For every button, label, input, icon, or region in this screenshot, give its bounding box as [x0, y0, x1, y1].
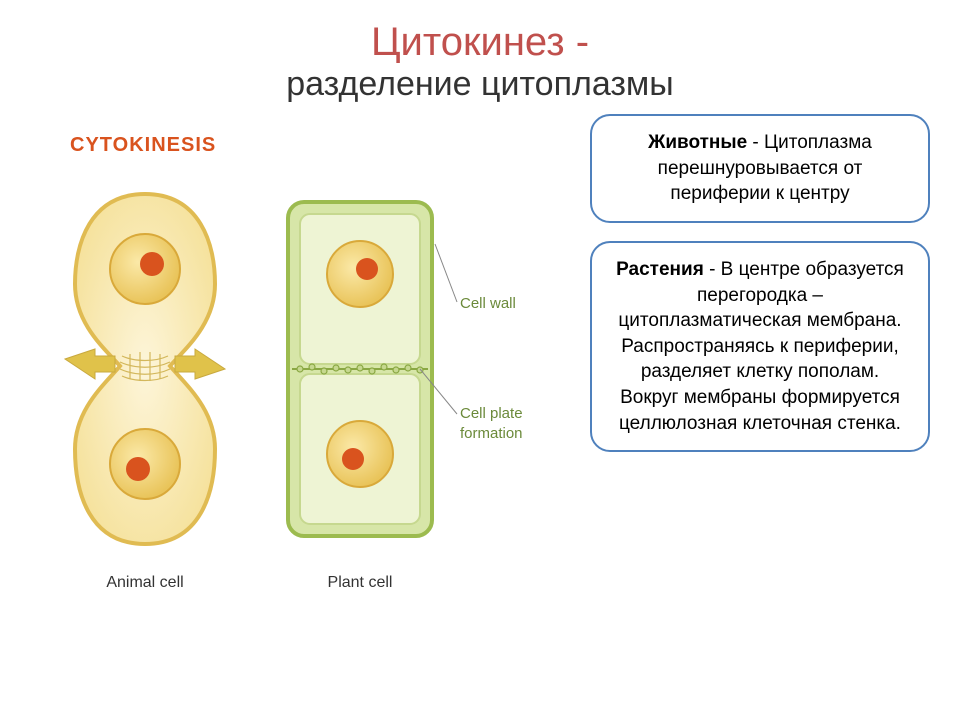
info-box-animal: Животные - Цитоплазма перешнуровывается …: [590, 114, 930, 223]
info-plant-heading: Растения: [616, 259, 704, 280]
animal-nucleolus-top: [140, 252, 164, 276]
plant-nucleolus-bottom: [342, 448, 364, 470]
title-block: Цитокинез - разделение цитоплазмы: [0, 0, 960, 104]
title-main: Цитокинез -: [0, 20, 960, 65]
plant-nucleolus-top: [356, 258, 378, 280]
cellwall-label: Cell wall: [460, 294, 516, 314]
info-boxes: Животные - Цитоплазма перешнуровывается …: [590, 114, 930, 470]
animal-nucleolus-bottom: [126, 457, 150, 481]
content-area: CYTOKINESIS: [0, 104, 960, 704]
cellplate-label: Cell plate formation: [460, 404, 550, 443]
diagram-area: CYTOKINESIS: [30, 124, 590, 684]
plant-cell-label: Plant cell: [310, 574, 410, 592]
cytokinesis-heading: CYTOKINESIS: [70, 134, 216, 157]
info-plant-text: - В центре образуется перегородка – цито…: [618, 259, 903, 434]
animal-cell-label: Animal cell: [80, 574, 210, 592]
title-sub: разделение цитоплазмы: [0, 65, 960, 104]
animal-cell-diagram: [60, 184, 230, 554]
info-box-plant: Растения - В центре образуется перегород…: [590, 241, 930, 452]
info-animal-heading: Животные: [648, 132, 747, 153]
plant-cell-diagram: [280, 194, 440, 544]
